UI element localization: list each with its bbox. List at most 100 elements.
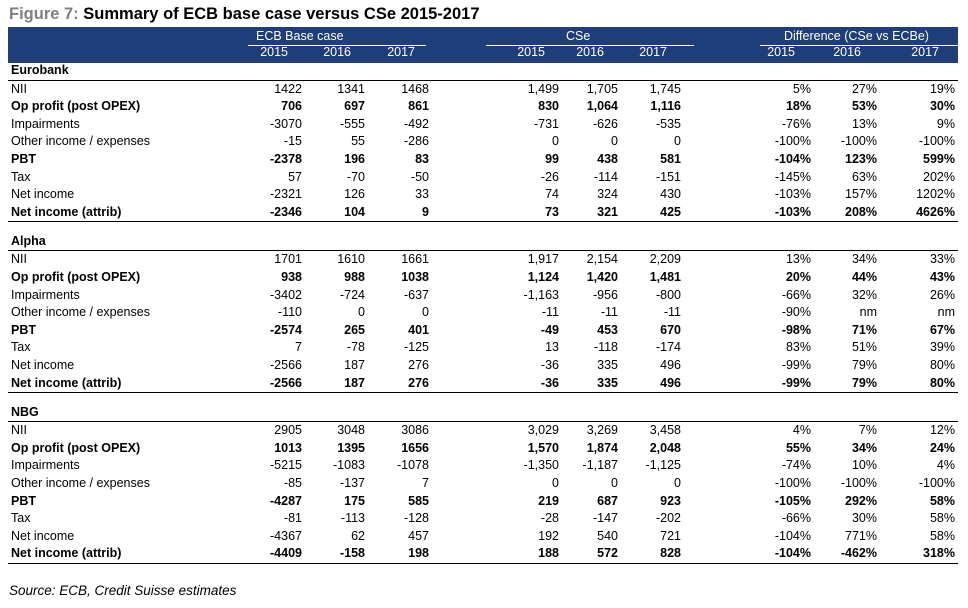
table-row: Other income / expenses -85 -137 7 0 0 0 -100% -… bbox=[8, 475, 958, 493]
spacer-cell bbox=[8, 393, 958, 404]
table-cell: -125 bbox=[403, 340, 429, 355]
table-cell: 3,458 bbox=[621, 421, 684, 440]
table-cell: -26 bbox=[540, 169, 559, 184]
table-cell: 188 bbox=[432, 545, 562, 565]
table-cell: 32% bbox=[851, 287, 877, 302]
table-cell: 0 bbox=[611, 476, 618, 491]
section-header-row: Eurobank bbox=[8, 62, 958, 80]
table-cell: -174 bbox=[655, 340, 681, 355]
table-cell: 55 bbox=[351, 134, 365, 149]
table-cell: 13 bbox=[545, 340, 559, 355]
table-cell: 1,745 bbox=[621, 79, 684, 99]
table-cell: 202% bbox=[923, 169, 955, 184]
table-cell: 938 bbox=[281, 270, 302, 285]
table-cell: 2,154 bbox=[562, 250, 621, 270]
table-cell: 923 bbox=[660, 493, 681, 508]
table-cell: 219 bbox=[538, 493, 559, 508]
table-cell: -28 bbox=[540, 511, 559, 526]
row-label: Net income bbox=[11, 358, 75, 372]
table-cell: 1,064 bbox=[586, 99, 618, 114]
table-cell: 175 bbox=[344, 493, 365, 508]
table-cell: nm bbox=[937, 305, 955, 320]
table-row: Net income (attrib) -2566 187 276 -36 335 496-… bbox=[8, 374, 958, 394]
table-cell: 861 bbox=[408, 99, 429, 114]
table-cell: -3402 bbox=[270, 287, 302, 302]
table-cell: 585 bbox=[408, 493, 429, 508]
table-cell: 34% bbox=[814, 250, 880, 270]
table-cell: -99% bbox=[781, 358, 811, 372]
table-row: Impairments -3402 -724 -637 -1,163 -956 -800 -6… bbox=[8, 287, 958, 305]
table-cell: -100% bbox=[918, 134, 955, 149]
spacer-cell bbox=[8, 222, 958, 233]
table-cell: 71% bbox=[851, 322, 877, 337]
table-cell: -4409 bbox=[250, 545, 305, 565]
table-cell: 9% bbox=[936, 116, 955, 131]
table-cell: 335 bbox=[562, 374, 621, 394]
table-cell: -66% bbox=[781, 287, 811, 302]
table-cell: -70 bbox=[346, 169, 365, 184]
table-cell: 457 bbox=[408, 528, 429, 543]
table-cell: -535 bbox=[655, 116, 681, 131]
table-cell: 265 bbox=[344, 322, 365, 337]
table-cell: 58% bbox=[929, 493, 955, 508]
table-cell: -555 bbox=[339, 116, 365, 131]
table-cell: 18% bbox=[785, 99, 811, 114]
table-cell: -100% bbox=[840, 476, 877, 491]
table-cell: 58% bbox=[929, 511, 955, 526]
row-label: Op profit (post OPEX) bbox=[11, 99, 141, 114]
table-cell: -100% bbox=[774, 476, 811, 491]
table-cell: -90% bbox=[781, 305, 811, 320]
table-row: Other income / expenses -15 55 -286 0 0 0 -100%… bbox=[8, 133, 958, 151]
table-cell: 1661 bbox=[368, 250, 432, 270]
table-cell: -626 bbox=[592, 116, 618, 131]
table-cell: 0 bbox=[552, 134, 559, 149]
section-name: NBG bbox=[11, 404, 39, 419]
table-cell: 187 bbox=[344, 358, 365, 372]
table-cell: 58% bbox=[929, 528, 955, 543]
table-cell: 4626% bbox=[880, 203, 958, 223]
table-cell: 3,269 bbox=[562, 421, 621, 440]
table-cell: -103% bbox=[684, 203, 814, 223]
table-cell: -76% bbox=[781, 116, 811, 131]
table-cell: 4% bbox=[936, 458, 955, 473]
table-cell: 7 bbox=[295, 340, 302, 355]
table-cell: 706 bbox=[281, 99, 302, 114]
table-cell: -85 bbox=[283, 476, 302, 491]
table-cell: 292% bbox=[845, 493, 877, 508]
table-cell: 27% bbox=[814, 79, 880, 99]
row-label: Net income (attrib) bbox=[8, 203, 250, 223]
table-cell: 3048 bbox=[305, 421, 368, 440]
table-cell: 2,209 bbox=[621, 250, 684, 270]
table-cell: -956 bbox=[592, 287, 618, 302]
table-cell: -78 bbox=[346, 340, 365, 355]
group-header-difference: Difference (CSe vs ECBe) bbox=[784, 29, 929, 43]
table-cell: 670 bbox=[660, 322, 681, 337]
table-cell: 496 bbox=[621, 374, 684, 394]
table-cell: -1,350 bbox=[523, 458, 559, 473]
table-cell: 187 bbox=[305, 374, 368, 394]
year-header: 2015 bbox=[517, 45, 545, 59]
table-cell: 33% bbox=[880, 250, 958, 270]
table-cell: 2,048 bbox=[649, 440, 681, 455]
table-cell: -286 bbox=[403, 134, 429, 149]
table-cell: -2574 bbox=[270, 322, 302, 337]
table-cell: -147 bbox=[592, 511, 618, 526]
table-row: Net income (attrib) -4409 -158 198 188 572 828… bbox=[8, 545, 958, 565]
table-row: Tax 7 -78 -125 13 -118 -174 83% 51% 39% bbox=[8, 339, 958, 357]
year-header: 2017 bbox=[911, 45, 939, 59]
group-header-cse: CSe bbox=[566, 29, 591, 43]
year-header: 2015 bbox=[260, 45, 288, 59]
row-label: Op profit (post OPEX) bbox=[11, 270, 141, 285]
row-label: NII bbox=[8, 421, 250, 440]
table-row: PBT -2574 265 401 -49 453 670 -98% 71% 67% bbox=[8, 322, 958, 340]
table-cell: 7 bbox=[422, 476, 429, 491]
table-row: PBT -4287 175 585 219 687 923 -105% 292% 58% bbox=[8, 493, 958, 511]
table-cell: 988 bbox=[344, 270, 365, 285]
table-cell: 1,570 bbox=[527, 440, 559, 455]
table-cell: -2346 bbox=[250, 203, 305, 223]
table-cell: 39% bbox=[929, 340, 955, 355]
table-cell: 13% bbox=[684, 250, 814, 270]
table-cell: -74% bbox=[781, 458, 811, 473]
table-row: Op profit (post OPEX) 1013 1395 1656 1,570 1,… bbox=[8, 440, 958, 458]
table-cell: 828 bbox=[621, 545, 684, 565]
